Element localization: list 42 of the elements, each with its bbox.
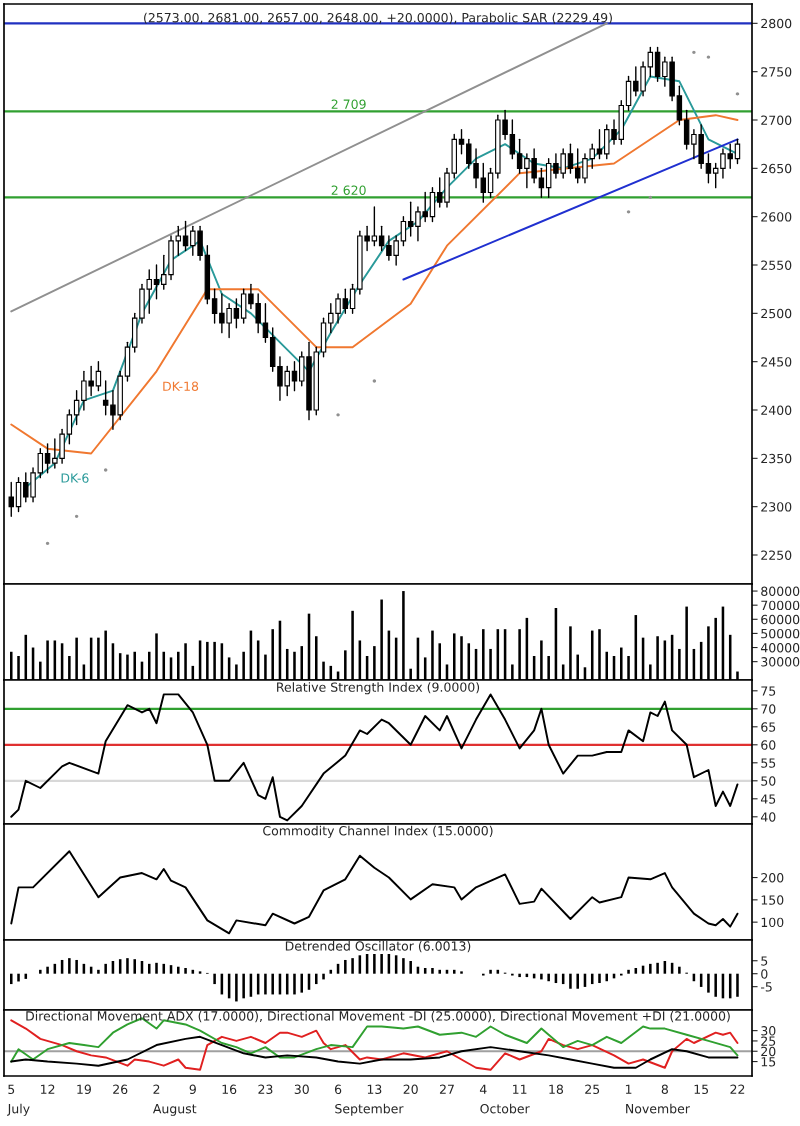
candlestick <box>168 235 174 281</box>
candlestick <box>596 128 603 160</box>
candlestick <box>516 138 523 174</box>
candlestick <box>335 293 341 324</box>
candlestick <box>727 143 733 170</box>
candlestick <box>567 143 574 174</box>
candlestick <box>604 124 610 160</box>
candlestick <box>378 225 385 252</box>
candlestick <box>233 298 240 329</box>
candlestick <box>81 370 87 411</box>
candlestick <box>44 443 51 474</box>
candlestick <box>284 365 290 397</box>
candlestick <box>698 124 704 170</box>
candlestick <box>582 153 588 184</box>
candlestick <box>219 293 225 334</box>
candlestick <box>240 288 247 324</box>
candlestick <box>291 360 298 392</box>
candlestick <box>15 476 22 513</box>
candlestick <box>473 148 479 189</box>
candlestick <box>407 201 414 237</box>
candlestick <box>720 148 726 179</box>
candlestick <box>182 220 189 252</box>
candlestick <box>371 206 378 247</box>
candlestick <box>524 153 530 189</box>
candlestick <box>190 225 196 257</box>
candlestick <box>531 148 537 184</box>
candlestick <box>102 380 109 416</box>
line-series <box>10 1019 739 1071</box>
candlestick <box>560 148 566 179</box>
line-series <box>10 1035 739 1069</box>
candlestick <box>23 472 29 503</box>
candlestick <box>386 235 392 261</box>
candlestick <box>429 186 436 223</box>
candlestick <box>574 148 581 184</box>
candlestick <box>545 157 552 199</box>
candlestick <box>422 191 428 223</box>
candlestick <box>88 365 94 397</box>
candlestick <box>654 46 661 83</box>
candlestick <box>342 288 349 315</box>
candlestick <box>153 264 160 300</box>
candlestick <box>415 206 421 242</box>
line-series <box>10 850 739 935</box>
